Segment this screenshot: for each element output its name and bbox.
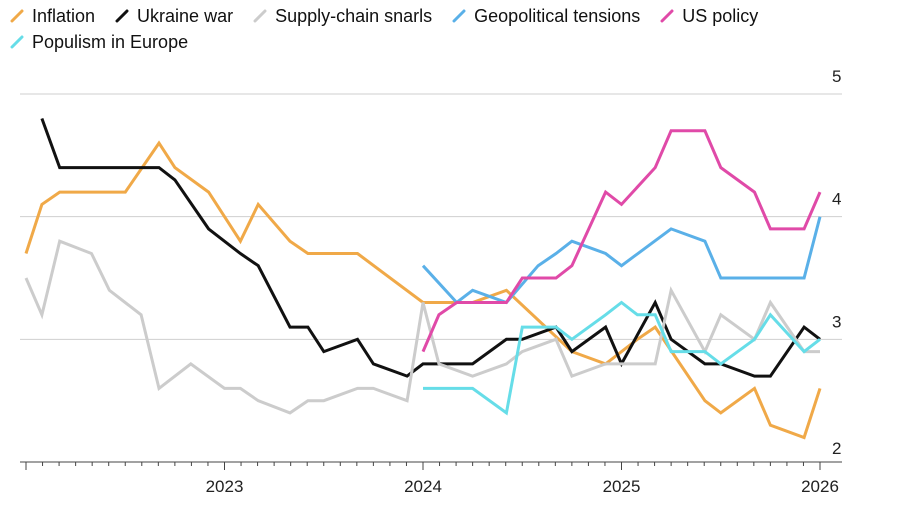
legend-swatch xyxy=(10,9,24,23)
x-tick-label: 2025 xyxy=(603,477,641,496)
y-tick-label: 3 xyxy=(832,312,841,331)
y-tick-label: 5 xyxy=(832,67,841,86)
series-line-geopolitical-tensions xyxy=(421,216,822,305)
series-line-supply-chain-snarls xyxy=(24,239,820,415)
y-tick-label: 2 xyxy=(832,439,841,458)
legend-label: Supply-chain snarls xyxy=(275,6,433,26)
series-line-ukraine-war xyxy=(40,117,821,378)
legend-label: Ukraine war xyxy=(137,6,234,26)
legend-item-supply-chain-snarls: Supply-chain snarls xyxy=(253,4,432,28)
series-line-inflation xyxy=(24,140,822,440)
x-tick-label: 2026 xyxy=(801,477,839,496)
series-lines xyxy=(24,117,822,440)
legend-item-inflation: Inflation xyxy=(10,4,95,28)
gridlines: 2 3 4 5 xyxy=(20,67,842,458)
legend-swatch xyxy=(660,9,674,23)
legend-label: US policy xyxy=(682,6,759,26)
legend-label: Inflation xyxy=(32,6,96,26)
legend-item-us-policy: US policy xyxy=(660,4,758,28)
series-line-us-policy xyxy=(421,129,822,353)
legend-item-populism-in-europe: Populism in Europe xyxy=(10,30,188,54)
y-tick-label: 4 xyxy=(832,190,841,209)
x-tick-label: 2024 xyxy=(404,477,442,496)
legend-label: Geopolitical tensions xyxy=(474,6,641,26)
legend-label: Populism in Europe xyxy=(32,32,189,52)
x-axis: 2023 2024 2025 2026 xyxy=(20,461,842,496)
legend-swatch xyxy=(115,9,129,23)
legend-swatch xyxy=(10,35,24,49)
legend-item-ukraine-war: Ukraine war xyxy=(115,4,233,28)
legend-swatch xyxy=(253,9,267,23)
legend-swatch xyxy=(452,9,466,23)
legend: Inflation Ukraine war Supply-chain snarls G… xyxy=(10,4,880,54)
x-tick-label: 2023 xyxy=(206,477,244,496)
series-line-populism-in-europe xyxy=(423,300,821,416)
legend-item-geopolitical-tensions: Geopolitical tensions xyxy=(452,4,640,28)
